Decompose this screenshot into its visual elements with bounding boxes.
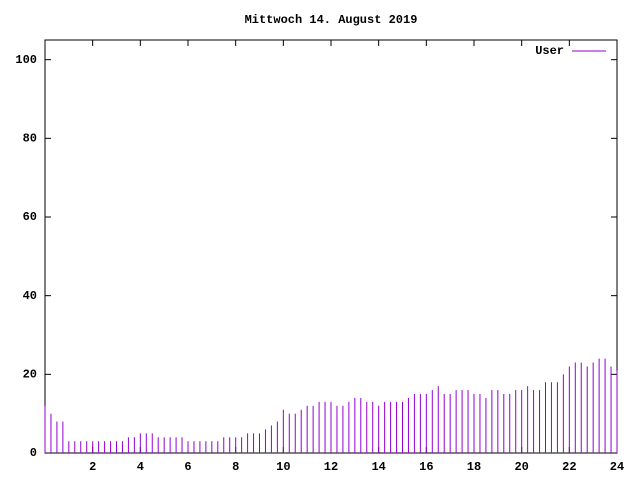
chart-title: Mittwoch 14. August 2019 xyxy=(245,13,418,27)
y-tick-label: 80 xyxy=(23,132,37,146)
x-tick-label: 18 xyxy=(467,460,481,474)
plot-frame xyxy=(44,39,618,454)
x-tick-label: 12 xyxy=(324,460,338,474)
y-tick-label: 0 xyxy=(30,446,37,460)
x-tick-label: 14 xyxy=(371,460,385,474)
y-tick-label: 20 xyxy=(23,368,37,382)
x-tick-label: 10 xyxy=(276,460,290,474)
x-tick-label: 8 xyxy=(232,460,239,474)
x-tick-label: 22 xyxy=(562,460,576,474)
y-tick-label: 100 xyxy=(15,53,37,67)
x-tick-label: 24 xyxy=(610,460,624,474)
y-tick-label: 40 xyxy=(23,289,37,303)
x-tick-label: 6 xyxy=(184,460,191,474)
legend-label: User xyxy=(535,44,564,58)
x-tick-label: 16 xyxy=(419,460,433,474)
x-tick-label: 20 xyxy=(514,460,528,474)
x-tick-label: 4 xyxy=(137,460,144,474)
x-tick-label: 2 xyxy=(89,460,96,474)
y-tick-label: 60 xyxy=(23,210,37,224)
